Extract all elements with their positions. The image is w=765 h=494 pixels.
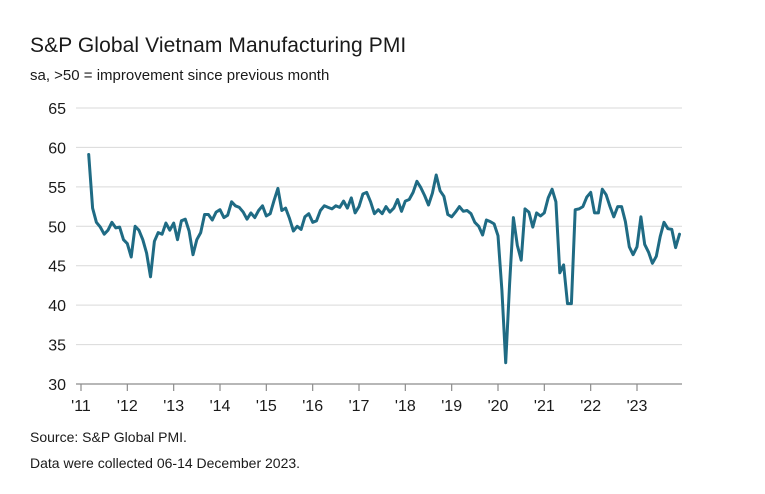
x-tick-label: '17 <box>349 398 370 415</box>
collection-note: Data were collected 06-14 December 2023. <box>30 455 301 471</box>
x-tick-label: '21 <box>534 398 555 415</box>
x-tick-label: '16 <box>302 398 323 415</box>
y-tick-label: 50 <box>48 219 66 236</box>
y-tick-label: 30 <box>48 377 66 394</box>
y-tick-label: 35 <box>48 338 66 355</box>
x-tick-label: '18 <box>395 398 416 415</box>
y-tick-label: 65 <box>48 101 66 118</box>
x-tick-label: '13 <box>163 398 184 415</box>
y-tick-label: 60 <box>48 140 66 157</box>
chart-subtitle: sa, >50 = improvement since previous mon… <box>30 67 330 84</box>
chart-title: S&P Global Vietnam Manufacturing PMI <box>30 34 407 57</box>
gridlines <box>76 107 682 346</box>
x-tick-label: '23 <box>627 398 648 415</box>
y-tick-label: 55 <box>48 180 66 197</box>
x-tick-label: '12 <box>117 398 138 415</box>
pmi-series-line <box>87 153 681 365</box>
x-tick-label: '20 <box>488 398 509 415</box>
x-tick-label: '14 <box>210 398 231 415</box>
source-note: Source: S&P Global PMI. <box>30 429 187 445</box>
x-tick-label: '22 <box>580 398 601 415</box>
x-tick-label: '19 <box>441 398 462 415</box>
x-tick-label: '11 <box>71 398 91 415</box>
x-tick-label: '15 <box>256 398 277 415</box>
y-axis-ticks: 30 35 40 45 50 55 60 65 <box>48 101 66 394</box>
y-tick-label: 45 <box>48 259 66 276</box>
y-tick-label: 40 <box>48 298 66 315</box>
series-layer <box>87 153 681 365</box>
x-axis: '11 '12 '13 '14 '15 '16 '17 '18 '19 '20 '21 '22 '23 <box>71 383 682 415</box>
